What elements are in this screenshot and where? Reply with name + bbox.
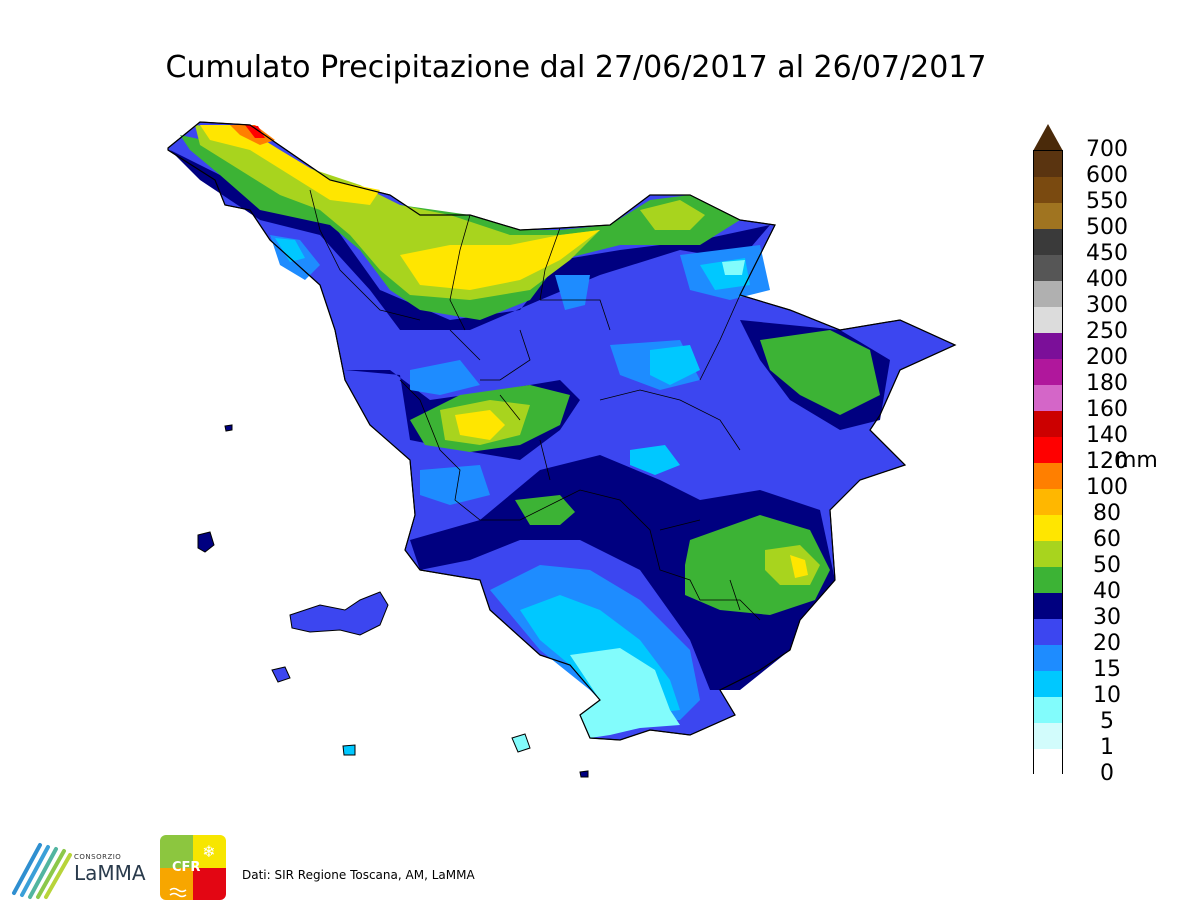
legend-label: 10 — [1093, 683, 1121, 708]
zone-10-15-center — [650, 345, 700, 385]
legend-swatch — [1034, 333, 1062, 360]
legend-swatch — [1034, 307, 1062, 334]
legend-swatch — [1034, 255, 1062, 282]
island-gorgona — [224, 424, 233, 432]
cfr-quadrant-icon: ❄ — [160, 835, 226, 900]
zone-60-80-se — [790, 555, 808, 578]
lamma-logo — [10, 835, 150, 900]
lamma-name-text: LaMMA — [74, 861, 146, 885]
cfr-text: CFR — [172, 860, 201, 875]
zone-80-120-peak — [230, 125, 275, 145]
legend-swatch — [1034, 567, 1062, 594]
legend-swatch — [1034, 541, 1062, 568]
island-giglio — [511, 733, 531, 753]
cfr-logo: ❄ — [160, 835, 226, 900]
province-borders — [309, 189, 761, 621]
legend-label: 700 — [1086, 137, 1128, 162]
legend-label: 50 — [1093, 553, 1121, 578]
legend-swatch — [1034, 749, 1062, 776]
legend-label: 0 — [1100, 761, 1114, 786]
zone-10-15-mid — [630, 445, 680, 475]
legend-max-arrow — [1033, 124, 1063, 151]
zone-15-20-west — [410, 360, 480, 395]
legend-swatch — [1034, 177, 1062, 204]
legend-swatch — [1034, 385, 1062, 412]
zone-15-20-small — [555, 275, 590, 310]
legend-label: 550 — [1086, 189, 1128, 214]
legend-swatch — [1034, 463, 1062, 490]
legend-swatch — [1034, 723, 1062, 750]
legend-label: 120 — [1086, 449, 1128, 474]
legend-label: 80 — [1093, 501, 1121, 526]
zone-60-80-center — [455, 410, 505, 440]
zone-15-20-south — [420, 465, 490, 505]
legend-unit: mm — [1115, 448, 1158, 473]
legend: 700 600 550 500 450 400 300 250 200 180 160 140 120 1… — [1030, 124, 1190, 786]
legend-label: 20 — [1093, 631, 1121, 656]
zone-5-10-ne — [722, 260, 745, 275]
legend-colorbar — [1033, 150, 1063, 776]
legend-label: 300 — [1086, 293, 1128, 318]
map-title: Cumulato Precipitazione dal 27/06/2017 a… — [165, 50, 987, 85]
legend-label: 60 — [1093, 527, 1121, 552]
legend-swatch — [1034, 411, 1062, 438]
zone-40-50-small — [515, 495, 575, 525]
legend-swatch — [1034, 645, 1062, 672]
legend-label: 180 — [1086, 371, 1128, 396]
svg-text:❄: ❄ — [202, 842, 215, 861]
zone-10-15-coast — [275, 238, 305, 262]
zone-60-80-mid — [400, 230, 600, 290]
legend-label: 30 — [1093, 605, 1121, 630]
island-montecristo — [342, 744, 356, 756]
zone-40-50-east — [760, 330, 880, 415]
legend-swatch — [1034, 229, 1062, 256]
legend-swatch — [1034, 151, 1062, 178]
legend-swatch — [1034, 671, 1062, 698]
legend-swatch — [1034, 203, 1062, 230]
coastline — [167, 121, 957, 741]
legend-label: 40 — [1093, 579, 1121, 604]
legend-swatch — [1034, 489, 1062, 516]
legend-label: 140 — [1086, 423, 1128, 448]
lamma-consorzio-text: CONSORZIO — [74, 853, 122, 861]
zone-120-peak — [245, 125, 265, 138]
island-elba — [289, 591, 389, 636]
legend-label: 400 — [1086, 267, 1128, 292]
island-pianosa — [271, 666, 291, 683]
legend-label: 500 — [1086, 215, 1128, 240]
zone-50-60-ne — [640, 200, 705, 230]
zone-60-80-north — [200, 125, 380, 205]
legend-label: 15 — [1093, 657, 1121, 682]
legend-label: 200 — [1086, 345, 1128, 370]
legend-label: 100 — [1086, 475, 1128, 500]
legend-swatch — [1034, 515, 1062, 542]
legend-swatch — [1034, 619, 1062, 646]
precipitation-map — [167, 121, 957, 778]
legend-swatch — [1034, 359, 1062, 386]
zone-40-50-southeast — [685, 515, 830, 615]
legend-label: 1 — [1100, 735, 1114, 760]
zone-30-40-south — [410, 455, 835, 690]
data-source-text: Dati: SIR Regione Toscana, AM, LaMMA — [242, 868, 475, 882]
legend-label: 600 — [1086, 163, 1128, 188]
lamma-stripes-icon — [12, 843, 72, 899]
zone-5-10-south — [570, 648, 680, 738]
legend-label: 250 — [1086, 319, 1128, 344]
legend-swatch — [1034, 281, 1062, 308]
legend-swatch — [1034, 437, 1062, 464]
legend-swatch — [1034, 697, 1062, 724]
island-giannutri — [579, 770, 589, 778]
legend-swatch — [1034, 593, 1062, 620]
legend-label: 450 — [1086, 241, 1128, 266]
legend-label: 5 — [1100, 709, 1114, 734]
legend-label: 160 — [1086, 397, 1128, 422]
island-capraia — [197, 531, 215, 553]
